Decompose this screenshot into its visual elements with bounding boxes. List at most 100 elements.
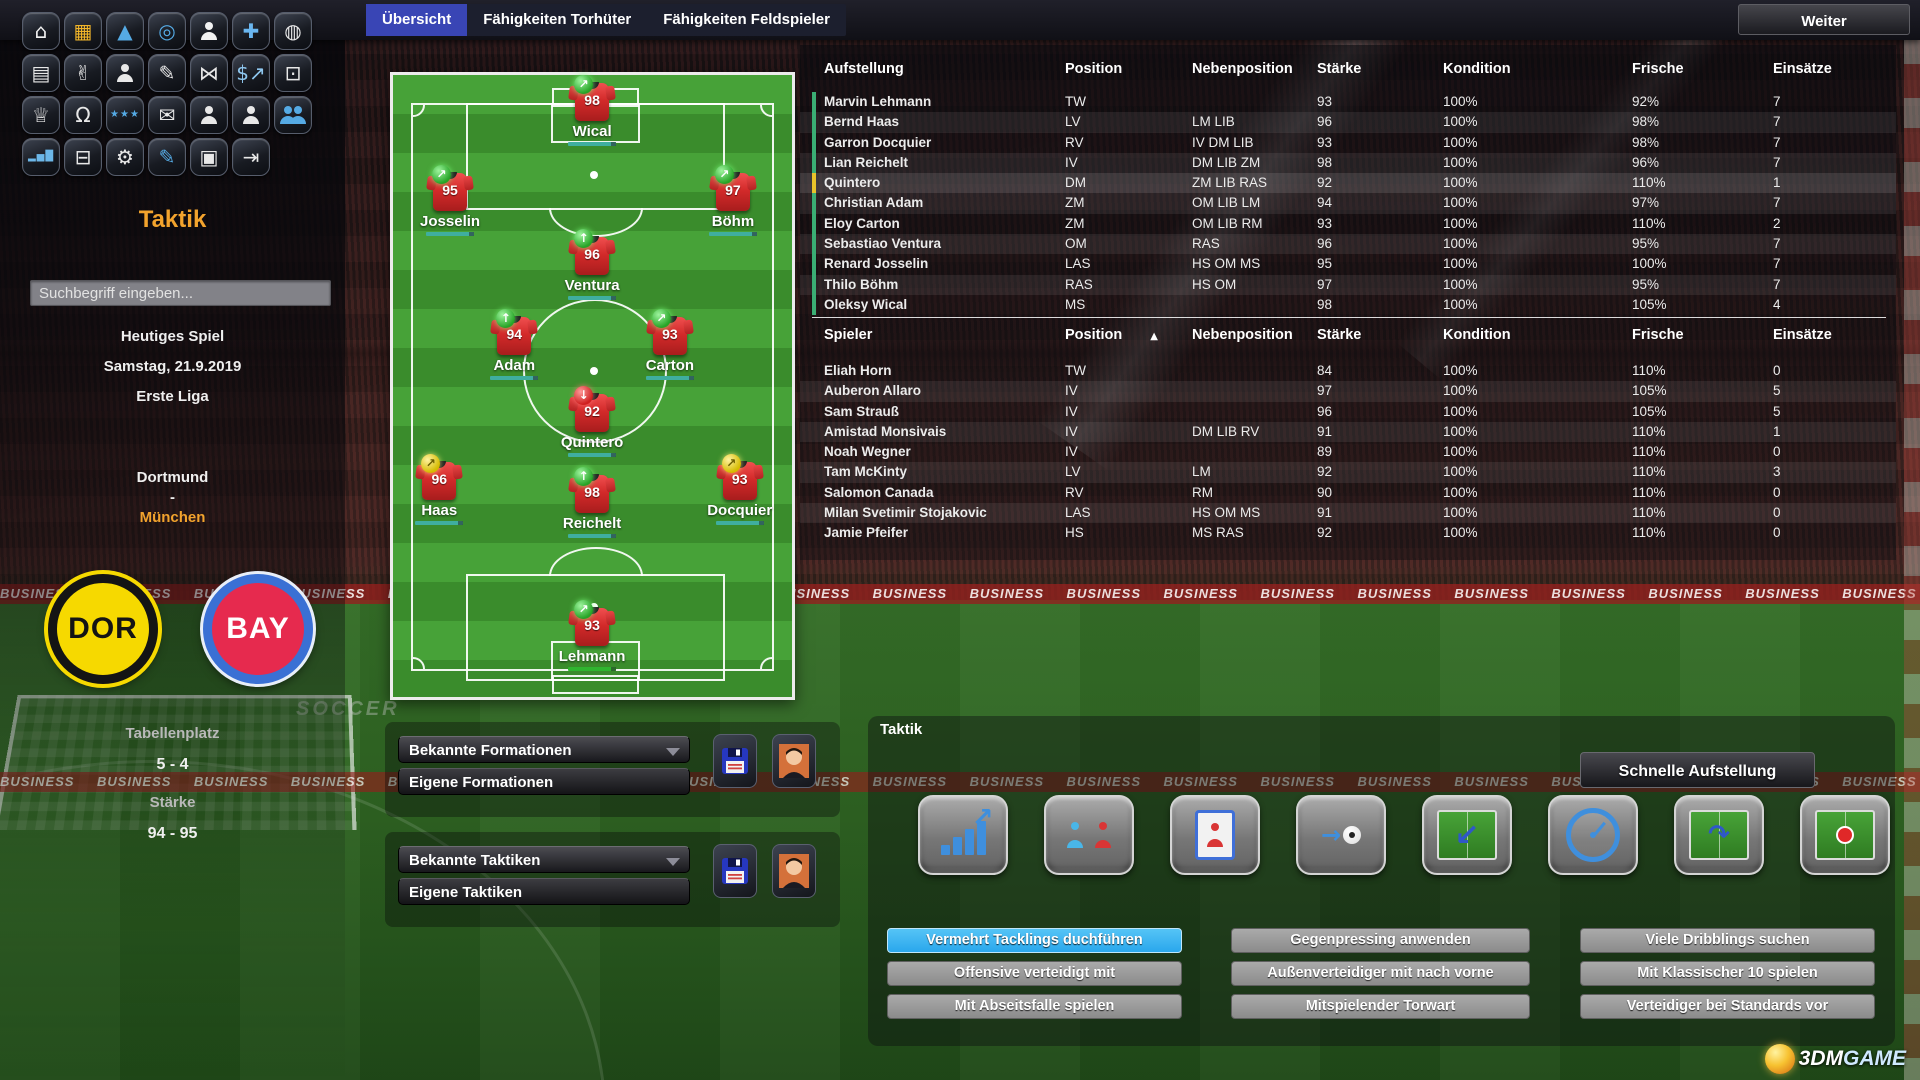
save-tactic-button[interactable] bbox=[713, 844, 757, 898]
column-header-spieler[interactable]: Spieler bbox=[824, 327, 873, 343]
mail-nav-button[interactable]: ✉ bbox=[148, 96, 186, 134]
toggle-mitspielender-torwart[interactable]: Mitspielender Torwart bbox=[1231, 994, 1530, 1019]
manager-nav-button[interactable] bbox=[232, 96, 270, 134]
table-row-marvin-lehmann[interactable]: Marvin Lehmann TW 93 100% 92% 7 bbox=[800, 92, 1896, 113]
pitch-player-reichelt[interactable]: 98 ↑ Reichelt bbox=[547, 466, 637, 538]
table-row-thilo-b-hm[interactable]: Thilo Böhm RAS HS OM 97 100% 95% 7 bbox=[800, 274, 1896, 295]
pitch-player-adam[interactable]: 94 ↑ Adam bbox=[469, 308, 559, 380]
table-row-salomon-canada[interactable]: Salomon Canada RV RM 90 100% 110% 0 bbox=[800, 483, 1896, 503]
finance-nav-button[interactable]: $↗ bbox=[232, 54, 270, 92]
column-header-position[interactable]: Position ▲ bbox=[1065, 327, 1158, 343]
table-row-eliah-horn[interactable]: Eliah Horn TW 84 100% 110% 0 bbox=[800, 361, 1896, 381]
assign-player-tactic-button[interactable] bbox=[772, 844, 816, 898]
referee-nav-button[interactable] bbox=[190, 12, 228, 50]
assign-player-formation-button[interactable] bbox=[772, 734, 816, 788]
pitch-runs-button[interactable]: ↷ bbox=[1674, 795, 1764, 875]
column-header-nebenposition[interactable]: Nebenposition bbox=[1192, 327, 1293, 343]
save-formation-button[interactable] bbox=[713, 734, 757, 788]
table-row-auberon-allaro[interactable]: Auberon Allaro IV 97 100% 105% 5 bbox=[800, 381, 1896, 402]
table-row-renard-josselin[interactable]: Renard Josselin LAS HS OM MS 95 100% 100% 7 bbox=[800, 254, 1896, 275]
toggle-verteidiger-bei-standards-vor[interactable]: Verteidiger bei Standards vor bbox=[1580, 994, 1875, 1019]
own-formations-button[interactable]: Eigene Formationen bbox=[398, 768, 690, 795]
achievements-nav-button[interactable]: ★★★ bbox=[106, 96, 144, 134]
player-profile-nav-button[interactable] bbox=[106, 54, 144, 92]
substitution-button[interactable] bbox=[1170, 795, 1260, 875]
table-row-quintero[interactable]: Quintero DM ZM LIB RAS 92 100% 110% 1 bbox=[800, 173, 1896, 194]
medical-nav-button[interactable]: ✚ bbox=[232, 12, 270, 50]
table-row-bernd-haas[interactable]: Bernd Haas LV LM LIB 96 100% 98% 7 bbox=[800, 112, 1896, 133]
pitch-player-wical[interactable]: 98 ↗ Wical bbox=[547, 75, 637, 147]
pitch-player-quintero[interactable]: 92 ↓ Quintero bbox=[547, 385, 637, 457]
passing-style-button[interactable]: → bbox=[1296, 795, 1386, 875]
tempo-gauge-button[interactable] bbox=[1548, 795, 1638, 875]
home-nav-button[interactable]: ⌂ bbox=[22, 12, 60, 50]
table-row-eloy-carton[interactable]: Eloy Carton ZM OM LIB RM 93 100% 110% 2 bbox=[800, 213, 1896, 235]
table-row-jamie-pfeifer[interactable]: Jamie Pfeifer HS MS RAS 92 100% 110% 0 bbox=[800, 523, 1896, 543]
settings-nav-button[interactable]: ⚙ bbox=[106, 138, 144, 176]
tab-f-higkeiten-feldspieler[interactable]: Fähigkeiten Feldspieler bbox=[663, 11, 830, 28]
column-header-kondition[interactable]: Kondition bbox=[1443, 61, 1511, 77]
table-row-sebastiao-ventura[interactable]: Sebastiao Ventura OM RAS 96 100% 95% 7 bbox=[800, 234, 1896, 255]
pitch-player-carton[interactable]: 93 ↗ Carton bbox=[625, 308, 715, 380]
quick-lineup-button[interactable]: Schnelle Aufstellung bbox=[1580, 752, 1815, 788]
pitch-player-lehmann[interactable]: 93 ↗ Lehmann bbox=[547, 599, 637, 671]
column-header-frische[interactable]: Frische bbox=[1632, 61, 1684, 77]
team-nav-button[interactable] bbox=[274, 96, 312, 134]
table-row-tam-mckinty[interactable]: Tam McKinty LV LM 92 100% 110% 3 bbox=[800, 462, 1896, 483]
toggle-viele-dribblings-suchen[interactable]: Viele Dribblings suchen bbox=[1580, 928, 1875, 953]
lineup-board-nav-button[interactable]: ⊡ bbox=[274, 54, 312, 92]
column-header-kondition[interactable]: Kondition bbox=[1443, 327, 1511, 343]
next-button[interactable]: Weiter bbox=[1738, 4, 1910, 35]
table-row-christian-adam[interactable]: Christian Adam ZM OM LIB LM 94 100% 97% 7 bbox=[800, 193, 1896, 214]
tab-f-higkeiten-torh-ter[interactable]: Fähigkeiten Torhüter bbox=[483, 11, 632, 28]
negotiation-nav-button[interactable]: ⋈ bbox=[190, 54, 228, 92]
tab-bersicht[interactable]: Übersicht bbox=[366, 4, 468, 36]
club-building-nav-button[interactable]: ▤ bbox=[22, 54, 60, 92]
column-header-aufstellung[interactable]: Aufstellung bbox=[824, 61, 904, 77]
table-row-sam-strau[interactable]: Sam Strauß IV 96 100% 105% 5 bbox=[800, 402, 1896, 422]
pitch-player-ventura[interactable]: 96 ↑ Ventura bbox=[547, 228, 637, 300]
fans-nav-button[interactable]: ✌ bbox=[64, 54, 102, 92]
toggle-mit-abseitsfalle-spielen[interactable]: Mit Abseitsfalle spielen bbox=[887, 994, 1182, 1019]
toggle-offensive-verteidigt-mit[interactable]: Offensive verteidigt mit bbox=[887, 961, 1182, 986]
table-row-garron-docquier[interactable]: Garron Docquier RV IV DM LIB 93 100% 98% 7 bbox=[800, 132, 1896, 153]
table-row-oleksy-wical[interactable]: Oleksy Wical MS 98 100% 105% 4 bbox=[800, 294, 1896, 316]
column-header-position[interactable]: Position bbox=[1065, 61, 1123, 77]
table-row-lian-reichelt[interactable]: Lian Reichelt IV DM LIB ZM 98 100% 96% 7 bbox=[800, 152, 1896, 174]
staff-nav-button[interactable] bbox=[190, 96, 228, 134]
known-formations-dropdown[interactable]: Bekannte Formationen bbox=[398, 736, 690, 763]
toggle-au-enverteidiger-mit-nach-vorne[interactable]: Außenverteidiger mit nach vorne bbox=[1231, 961, 1530, 986]
table-row-noah-wegner[interactable]: Noah Wegner IV 89 100% 110% 0 bbox=[800, 442, 1896, 462]
pitch-player-josselin[interactable]: 95 ↗ Josselin bbox=[405, 164, 495, 236]
column-header-eins-tze[interactable]: Einsätze bbox=[1773, 61, 1832, 77]
toggle-gegenpressing-anwenden[interactable]: Gegenpressing anwenden bbox=[1231, 928, 1530, 953]
calendar-nav-button[interactable]: ⊟ bbox=[64, 138, 102, 176]
pitch-marking-button[interactable] bbox=[1800, 795, 1890, 875]
column-header-st-rke[interactable]: Stärke bbox=[1317, 61, 1362, 77]
own-tactics-button[interactable]: Eigene Taktiken bbox=[398, 878, 690, 905]
pitch-direction-button[interactable]: ↙ bbox=[1422, 795, 1512, 875]
player-duels-button[interactable] bbox=[1044, 795, 1134, 875]
trophy-nav-button[interactable]: ♕ bbox=[22, 96, 60, 134]
scouting-nav-button[interactable]: ◎ bbox=[148, 12, 186, 50]
attack-level-button[interactable]: ↗ bbox=[918, 795, 1008, 875]
stadium-nav-button[interactable]: ◍ bbox=[274, 12, 312, 50]
statistics-nav-button[interactable]: ▂▅█ bbox=[22, 138, 60, 176]
column-header-eins-tze[interactable]: Einsätze bbox=[1773, 327, 1832, 343]
exit-nav-button[interactable]: ⇥ bbox=[232, 138, 270, 176]
save-nav-button[interactable]: ▣ bbox=[190, 138, 228, 176]
pitch-player-docquier[interactable]: 93 ↗ Docquier bbox=[695, 454, 785, 526]
pitch-nav-button[interactable]: ▦ bbox=[64, 12, 102, 50]
contract-nav-button[interactable]: ✎ bbox=[148, 54, 186, 92]
training-nav-button[interactable]: ▲ bbox=[106, 12, 144, 50]
column-header-nebenposition[interactable]: Nebenposition bbox=[1192, 61, 1293, 77]
pitch-player-b-hm[interactable]: 97 ↗ Böhm bbox=[688, 164, 778, 236]
editor-nav-button[interactable]: ✎ bbox=[148, 138, 186, 176]
cup-nav-button[interactable]: Ω bbox=[64, 96, 102, 134]
search-input[interactable] bbox=[30, 280, 331, 306]
table-row-amistad-monsivais[interactable]: Amistad Monsivais IV DM LIB RV 91 100% 110% 1 bbox=[800, 421, 1896, 443]
toggle-vermehrt-tacklings-duchf-hren[interactable]: Vermehrt Tacklings duchführen bbox=[887, 928, 1182, 953]
table-row-milan-svetimir-stojakovic[interactable]: Milan Svetimir Stojakovic LAS HS OM MS 91 10… bbox=[800, 503, 1896, 524]
column-header-st-rke[interactable]: Stärke bbox=[1317, 327, 1362, 343]
column-header-frische[interactable]: Frische bbox=[1632, 327, 1684, 343]
